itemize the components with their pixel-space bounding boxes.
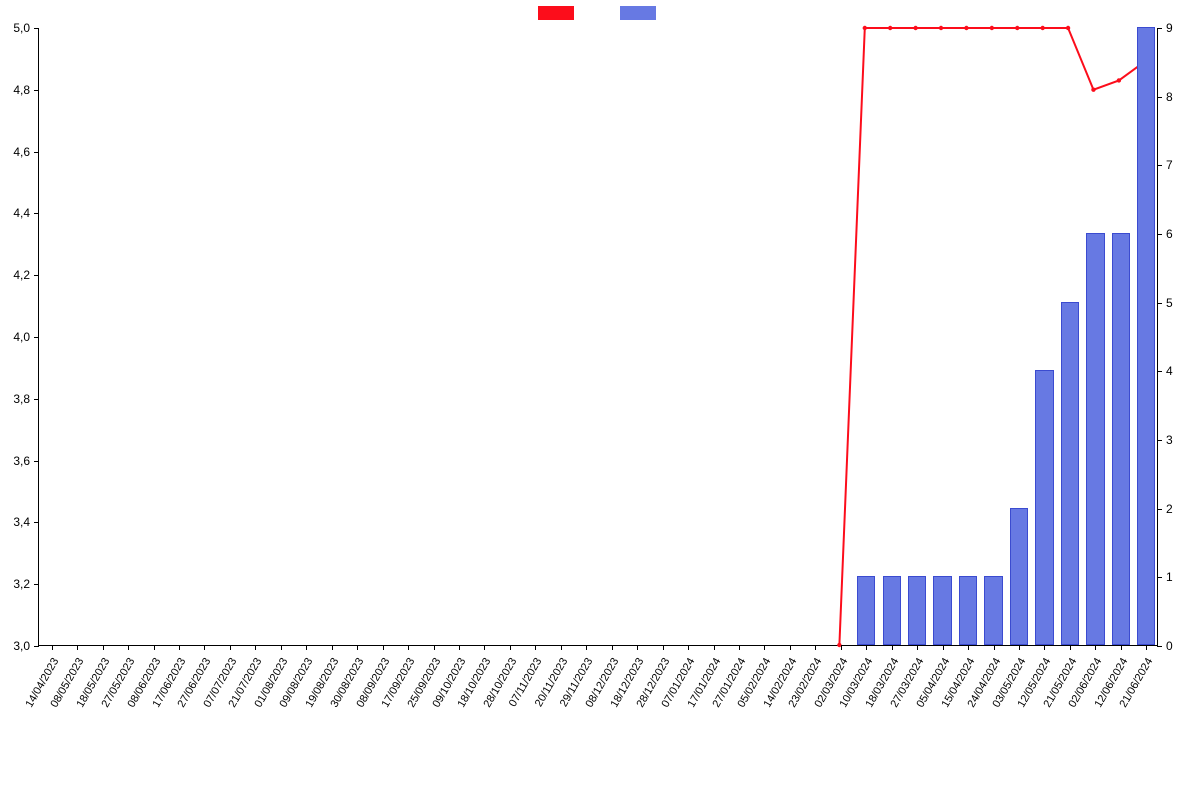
chart-plot-area	[38, 28, 1158, 646]
y-left-tick-label: 4,8	[13, 83, 30, 97]
y-right-tick-label: 7	[1166, 158, 1173, 172]
y-right-tick	[1157, 646, 1162, 647]
bar	[883, 576, 901, 645]
y-left-tick	[34, 337, 39, 338]
y-right-tick	[1157, 28, 1162, 29]
y-right-tick-label: 3	[1166, 433, 1173, 447]
y-right-tick	[1157, 371, 1162, 372]
y-axis-left-labels: 3,03,23,43,63,84,04,24,44,64,85,0	[0, 28, 34, 646]
y-left-tick-label: 3,8	[13, 392, 30, 406]
y-right-tick-label: 6	[1166, 227, 1173, 241]
bar	[857, 576, 875, 645]
y-right-tick-label: 0	[1166, 639, 1173, 653]
line-marker	[888, 26, 892, 30]
bar	[933, 576, 951, 645]
legend-item-line	[538, 6, 580, 20]
bar	[1137, 27, 1155, 645]
y-left-tick	[34, 275, 39, 276]
y-left-tick-label: 4,0	[13, 330, 30, 344]
line-series-layer	[39, 28, 1157, 645]
y-left-tick-label: 3,2	[13, 577, 30, 591]
y-right-tick-label: 9	[1166, 21, 1173, 35]
y-left-tick-label: 3,4	[13, 515, 30, 529]
y-right-tick	[1157, 509, 1162, 510]
y-left-tick	[34, 461, 39, 462]
plot-box	[38, 28, 1158, 646]
line-marker	[1040, 26, 1044, 30]
y-axis-right-labels: 0123456789	[1162, 28, 1196, 646]
y-left-tick	[34, 584, 39, 585]
y-right-tick	[1157, 234, 1162, 235]
y-right-tick-label: 8	[1166, 90, 1173, 104]
y-left-tick	[34, 90, 39, 91]
y-right-tick	[1157, 97, 1162, 98]
y-left-tick	[34, 152, 39, 153]
legend-item-bar	[620, 6, 662, 20]
y-left-tick	[34, 646, 39, 647]
y-right-tick-label: 5	[1166, 296, 1173, 310]
line-marker	[1066, 26, 1070, 30]
y-left-tick	[34, 522, 39, 523]
y-left-tick	[34, 399, 39, 400]
line-marker	[863, 26, 867, 30]
bar	[1010, 508, 1028, 645]
bar	[908, 576, 926, 645]
line-marker	[1117, 78, 1121, 82]
line-marker	[1091, 88, 1095, 92]
y-left-tick-label: 4,4	[13, 206, 30, 220]
y-right-tick	[1157, 303, 1162, 304]
x-axis-labels: 14/04/202308/05/202318/05/202327/05/2023…	[38, 650, 1158, 790]
y-left-tick-label: 3,6	[13, 454, 30, 468]
bar	[984, 576, 1002, 645]
line-marker	[913, 26, 917, 30]
y-right-tick-label: 1	[1166, 570, 1173, 584]
y-left-tick-label: 4,6	[13, 145, 30, 159]
legend-swatch-line	[538, 6, 574, 20]
legend-swatch-bar	[620, 6, 656, 20]
y-left-tick	[34, 213, 39, 214]
line-marker	[939, 26, 943, 30]
bar	[1112, 233, 1130, 645]
bar	[1061, 302, 1079, 645]
y-right-tick	[1157, 577, 1162, 578]
y-right-tick	[1157, 440, 1162, 441]
line-marker	[1015, 26, 1019, 30]
y-right-tick-label: 4	[1166, 364, 1173, 378]
bar	[1035, 370, 1053, 645]
y-left-tick	[34, 28, 39, 29]
bar	[959, 576, 977, 645]
line-marker	[964, 26, 968, 30]
y-left-tick-label: 4,2	[13, 268, 30, 282]
legend	[538, 6, 662, 20]
bar	[1086, 233, 1104, 645]
y-left-tick-label: 3,0	[13, 639, 30, 653]
y-right-tick-label: 2	[1166, 502, 1173, 516]
y-left-tick-label: 5,0	[13, 21, 30, 35]
line-marker	[990, 26, 994, 30]
y-right-tick	[1157, 165, 1162, 166]
